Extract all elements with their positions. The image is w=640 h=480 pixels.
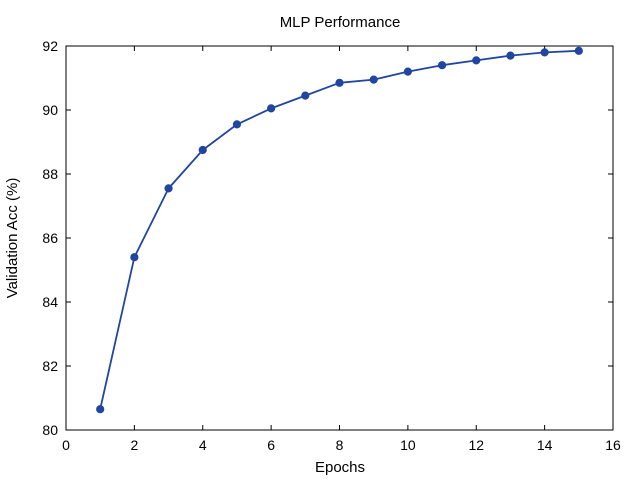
x-tick-label: 8 [336,437,344,453]
data-point [437,61,447,70]
data-point [198,145,207,155]
x-tick-label: 4 [199,437,207,453]
y-tick-label: 86 [42,230,58,246]
y-tick-label: 82 [42,358,58,374]
plot-frame [65,45,614,431]
data-point [267,104,276,113]
x-tick-label: 2 [130,437,138,453]
data-point [335,78,344,87]
data-point [403,67,412,76]
data-point [369,75,378,84]
x-tick-label: 14 [537,437,553,453]
data-point [130,253,139,262]
y-tick-labels: 80 82 84 86 88 90 92 [42,38,58,438]
x-tick-label: 10 [400,437,416,453]
y-tick-label: 88 [42,166,58,182]
data-point [96,405,105,414]
data-point [472,56,481,65]
series-group [96,46,583,414]
data-point [301,91,310,100]
data-point [506,51,515,60]
x-tick-label: 6 [267,437,275,453]
x-axis-title: Epochs [315,459,365,476]
axis-ticks [65,45,614,431]
x-tick-label: 0 [62,437,70,453]
x-tick-label: 16 [605,437,621,453]
data-point [164,184,173,193]
y-tick-label: 80 [42,422,58,438]
y-tick-label: 92 [42,38,58,54]
data-point [540,48,549,57]
x-tick-labels: 0 2 4 6 8 10 12 14 16 [62,437,621,453]
y-tick-label: 90 [42,102,58,118]
chart-title: MLP Performance [280,14,401,31]
x-tick-label: 12 [468,437,484,453]
data-point [574,46,583,55]
data-point [232,120,242,129]
y-axis-title: Validation Acc (%) [4,178,21,299]
series-line [99,49,579,410]
y-tick-label: 84 [42,294,58,310]
